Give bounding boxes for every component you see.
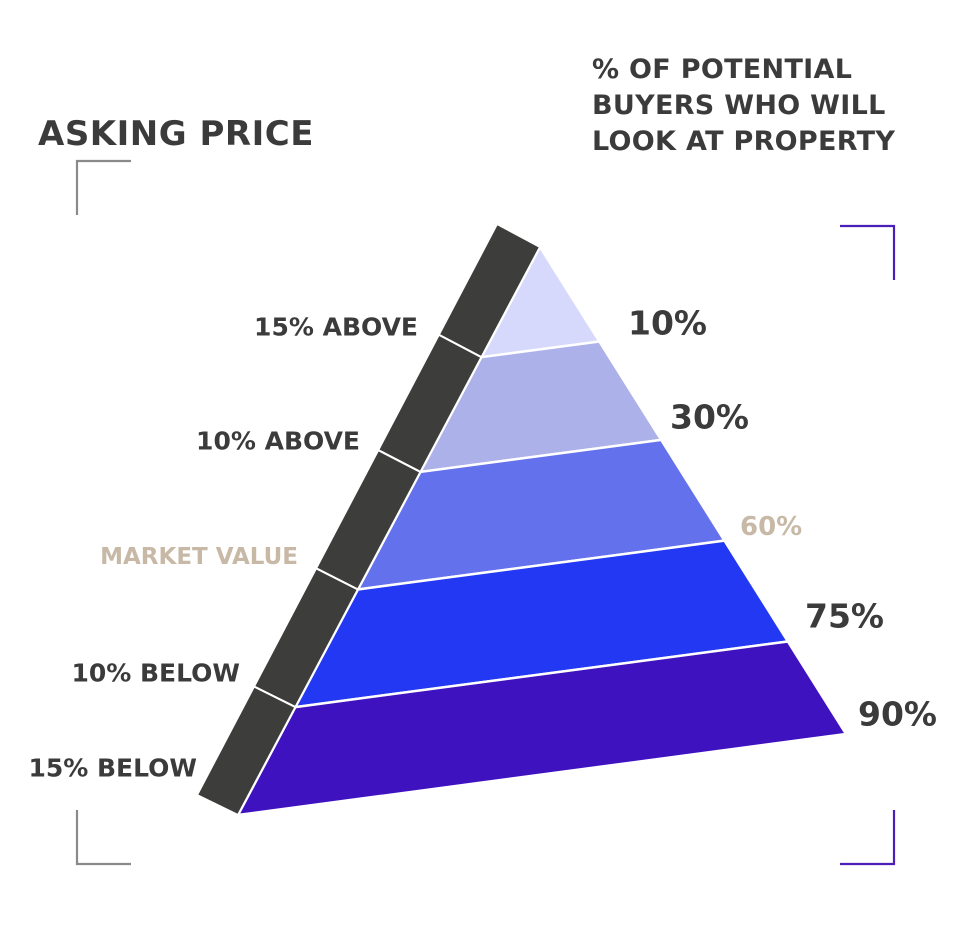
buyers-percent-label: 30% xyxy=(670,397,749,437)
buyers-title-line: % OF POTENTIAL xyxy=(592,54,853,85)
asking-price-label: 15% ABOVE xyxy=(254,312,418,342)
asking-price-title: ASKING PRICE xyxy=(38,114,314,154)
buyers-percent-title: % OF POTENTIAL BUYERS WHO WILL LOOK AT P… xyxy=(592,52,895,160)
asking-price-label: 10% BELOW xyxy=(71,658,240,688)
asking-price-label: 15% BELOW xyxy=(28,753,197,783)
top-left-bracket xyxy=(75,159,131,215)
buyers-percent-label: 75% xyxy=(805,596,884,636)
side-band-segment xyxy=(195,685,297,817)
corner-brackets xyxy=(75,159,896,866)
asking-price-label: 10% ABOVE xyxy=(196,426,360,456)
asking-price-label: MARKET VALUE xyxy=(100,544,298,570)
buyers-title-line: BUYERS WHO WILL xyxy=(592,90,886,121)
pyramid-side-band xyxy=(195,222,542,817)
buyers-percent-label: 10% xyxy=(628,303,707,343)
top-right-bracket xyxy=(840,224,896,280)
bottom-right-bracket xyxy=(840,810,896,866)
buyers-title-line: LOOK AT PROPERTY xyxy=(592,126,896,157)
buyers-percent-label: 60% xyxy=(740,512,803,542)
buyers-percent-label: 90% xyxy=(858,694,937,734)
bottom-left-bracket xyxy=(75,810,131,866)
